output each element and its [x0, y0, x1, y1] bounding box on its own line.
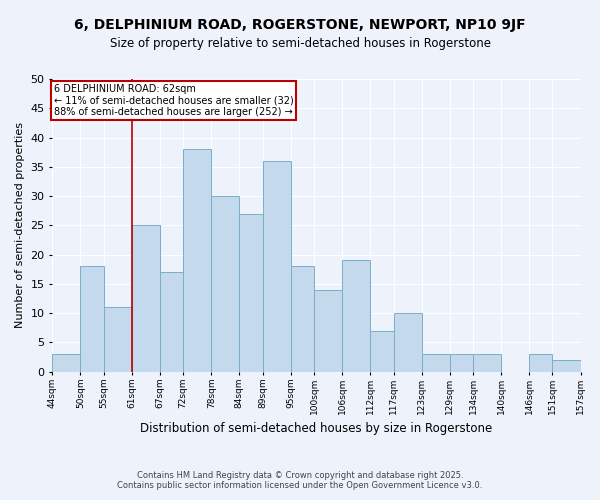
Bar [314, 290, 342, 372]
Bar [104, 308, 132, 372]
Text: Size of property relative to semi-detached houses in Rogerstone: Size of property relative to semi-detach… [110, 38, 491, 51]
Bar [394, 313, 422, 372]
Bar [263, 161, 291, 372]
Text: 6 DELPHINIUM ROAD: 62sqm
← 11% of semi-detached houses are smaller (32)
88% of s: 6 DELPHINIUM ROAD: 62sqm ← 11% of semi-d… [54, 84, 293, 117]
Text: 6, DELPHINIUM ROAD, ROGERSTONE, NEWPORT, NP10 9JF: 6, DELPHINIUM ROAD, ROGERSTONE, NEWPORT,… [74, 18, 526, 32]
Bar [183, 150, 211, 372]
Bar [291, 266, 314, 372]
Y-axis label: Number of semi-detached properties: Number of semi-detached properties [15, 122, 25, 328]
Bar [370, 331, 394, 372]
Bar [473, 354, 501, 372]
Bar [342, 260, 370, 372]
Bar [132, 226, 160, 372]
Bar [449, 354, 473, 372]
Bar [422, 354, 449, 372]
Bar [52, 354, 80, 372]
Text: Contains HM Land Registry data © Crown copyright and database right 2025.
Contai: Contains HM Land Registry data © Crown c… [118, 470, 482, 490]
Bar [553, 360, 581, 372]
Bar [239, 214, 263, 372]
Bar [529, 354, 553, 372]
Bar [211, 196, 239, 372]
X-axis label: Distribution of semi-detached houses by size in Rogerstone: Distribution of semi-detached houses by … [140, 422, 493, 435]
Bar [160, 272, 183, 372]
Bar [80, 266, 104, 372]
